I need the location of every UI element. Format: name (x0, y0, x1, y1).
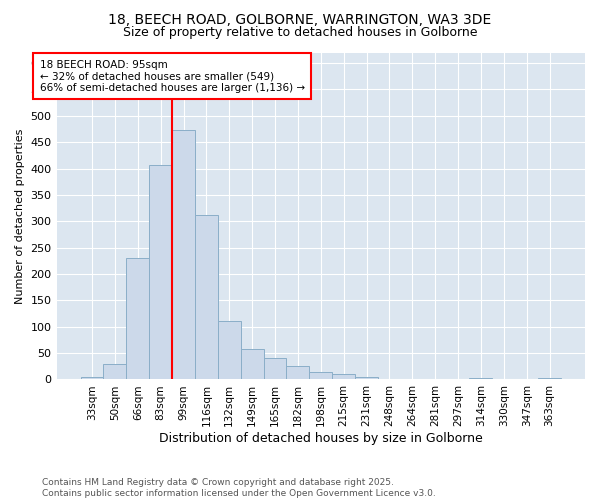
Bar (538, 378, 561, 380)
Bar (286, 366, 310, 380)
Bar (310, 372, 332, 380)
Bar (149, 165, 172, 380)
X-axis label: Distribution of detached houses by size in Golborne: Distribution of detached houses by size … (159, 432, 482, 445)
Bar (332, 374, 355, 380)
Bar (469, 378, 493, 380)
Text: Contains HM Land Registry data © Crown copyright and database right 2025.
Contai: Contains HM Land Registry data © Crown c… (42, 478, 436, 498)
Bar (80, 377, 103, 380)
Bar (103, 364, 127, 380)
Text: 18 BEECH ROAD: 95sqm
← 32% of detached houses are smaller (549)
66% of semi-deta: 18 BEECH ROAD: 95sqm ← 32% of detached h… (40, 60, 305, 93)
Bar (218, 322, 241, 380)
Title: 18, BEECH ROAD, GOLBORNE, WARRINGTON, WA3 3DE: 18, BEECH ROAD, GOLBORNE, WARRINGTON, WA… (0, 499, 1, 500)
Bar (355, 377, 378, 380)
Bar (195, 216, 218, 380)
Bar (172, 130, 195, 380)
Y-axis label: Number of detached properties: Number of detached properties (15, 128, 25, 304)
Text: Size of property relative to detached houses in Golborne: Size of property relative to detached ho… (123, 26, 477, 39)
Bar (241, 350, 263, 380)
Bar (127, 258, 149, 380)
Text: 18, BEECH ROAD, GOLBORNE, WARRINGTON, WA3 3DE: 18, BEECH ROAD, GOLBORNE, WARRINGTON, WA… (109, 12, 491, 26)
Bar (263, 358, 286, 380)
